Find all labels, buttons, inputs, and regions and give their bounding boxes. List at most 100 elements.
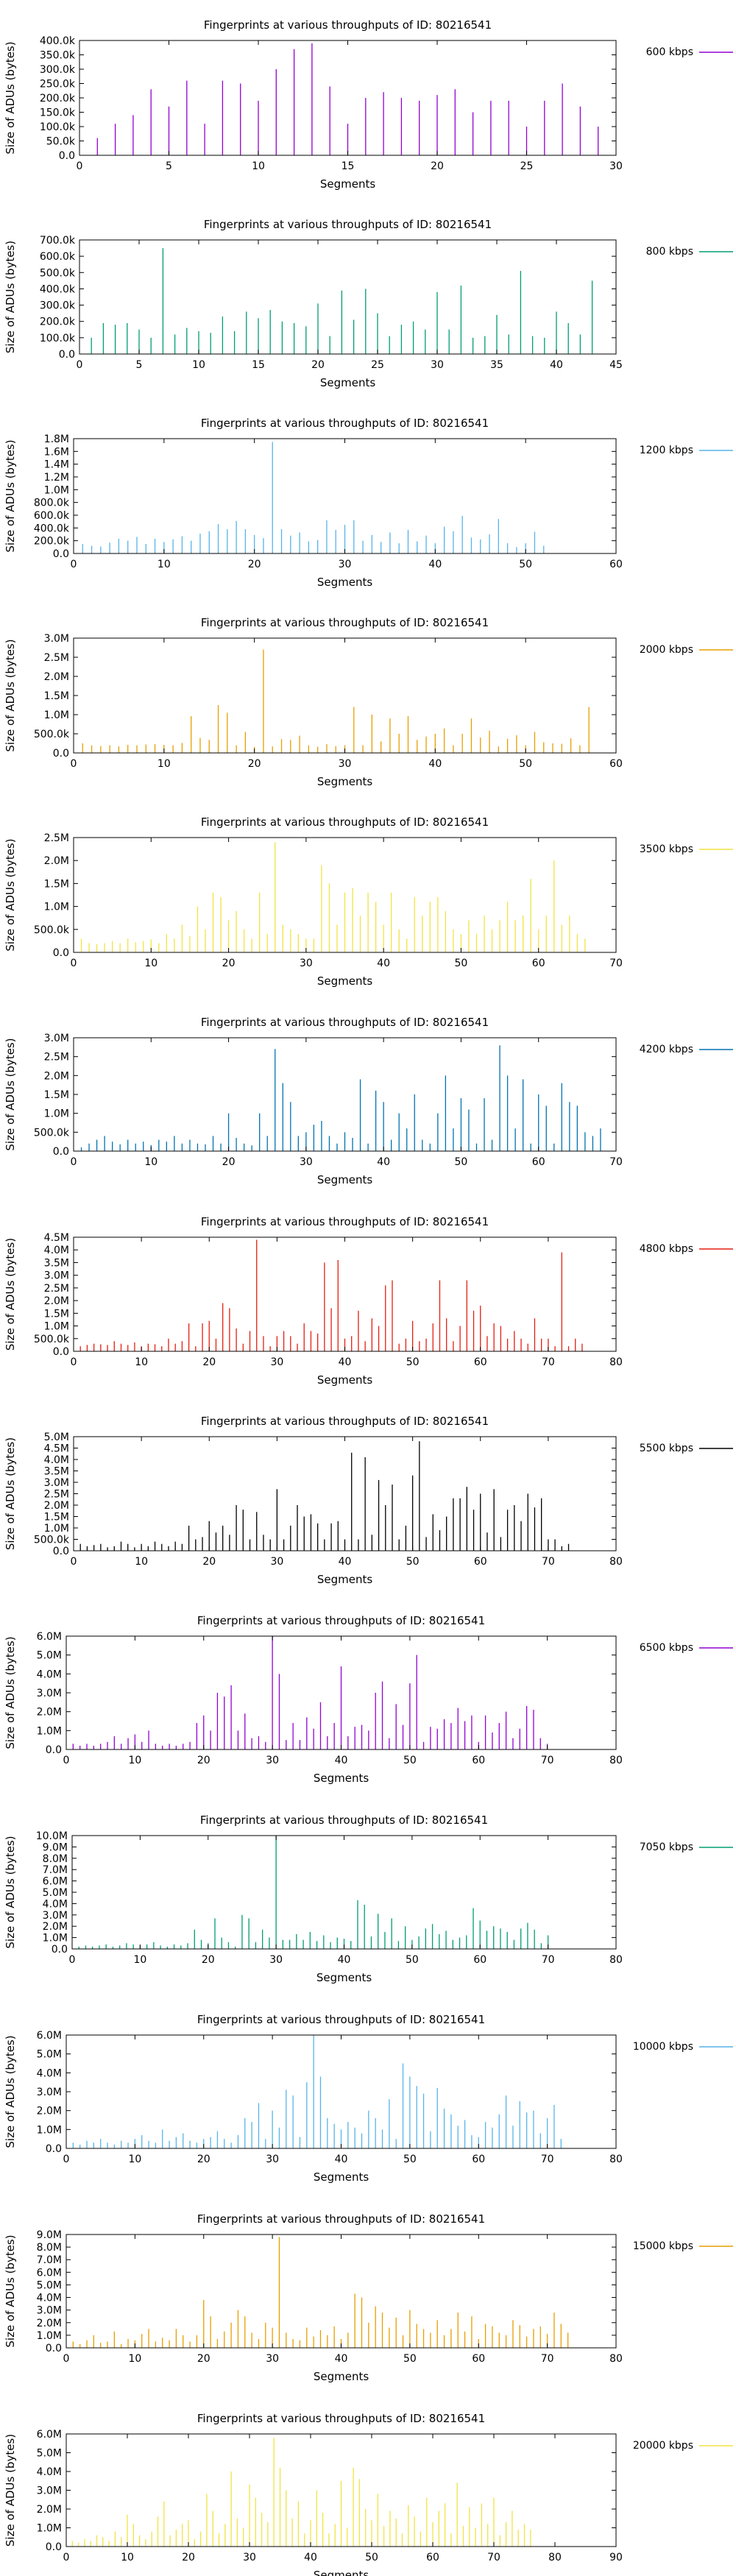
y-axis-label: Size of ADUs (bytes) <box>4 2035 17 2148</box>
y-tick-label: 1.0M <box>37 2523 62 2535</box>
x-tick-label: 40 <box>304 2552 317 2563</box>
y-tick-label: 1.0M <box>44 1523 69 1535</box>
chart-panel: Fingerprints at various throughputs of I… <box>4 2412 733 2576</box>
x-tick-label: 20 <box>202 1356 216 1368</box>
chart-panel: Fingerprints at various throughputs of I… <box>4 2013 733 2184</box>
x-axis-label: Segments <box>317 576 373 589</box>
x-tick-label: 50 <box>365 2552 378 2563</box>
bar-series <box>80 1045 601 1151</box>
y-tick-label: 2.5M <box>44 1052 69 1064</box>
legend: 800 kbps <box>646 246 733 258</box>
x-tick-label: 20 <box>197 1755 210 1766</box>
y-axis-label: Size of ADUs (bytes) <box>4 41 17 154</box>
y-axis-label: Size of ADUs (bytes) <box>4 838 17 951</box>
x-tick-label: 10 <box>192 359 205 371</box>
bar-series <box>82 649 590 753</box>
y-tick-label: 2.5M <box>44 652 69 664</box>
x-tick-label: 10 <box>252 160 265 172</box>
y-tick-label: 4.5M <box>44 1443 69 1455</box>
y-tick-label: 0.0 <box>53 748 69 760</box>
y-axis-label: Size of ADUs (bytes) <box>4 2434 17 2547</box>
legend-label: 6500 kbps <box>640 1642 693 1654</box>
x-tick-label: 30 <box>266 1755 279 1766</box>
y-tick-label: 6.0M <box>37 2030 62 2042</box>
y-tick-label: 1.2M <box>44 472 69 484</box>
y-tick-label: 7.0M <box>37 2254 62 2266</box>
y-tick-label: 1.5M <box>44 878 69 890</box>
y-tick-label: 50.0k <box>46 136 76 148</box>
x-tick-label: 30 <box>266 2353 279 2365</box>
x-tick-label: 40 <box>377 1156 390 1168</box>
y-tick-label: 4.0M <box>37 2293 62 2304</box>
legend-label: 7050 kbps <box>640 1841 693 1853</box>
chart-panel: Fingerprints at various throughputs of I… <box>4 1215 733 1387</box>
x-tick-label: 60 <box>474 1356 487 1368</box>
y-tick-label: 9.0M <box>43 1841 68 1853</box>
y-tick-label: 5.0M <box>43 1887 68 1899</box>
y-tick-label: 400.0k <box>40 283 76 295</box>
x-tick-label: 70 <box>609 958 623 969</box>
x-tick-label: 15 <box>342 160 355 172</box>
y-tick-label: 300.0k <box>40 300 76 312</box>
x-tick-label: 80 <box>609 1954 623 1966</box>
y-tick-label: 4.0M <box>37 2466 62 2478</box>
x-tick-label: 30 <box>269 1954 283 1966</box>
x-tick-label: 20 <box>222 958 236 969</box>
x-tick-label: 0 <box>71 1356 77 1368</box>
y-tick-label: 0.0 <box>59 349 75 361</box>
x-tick-label: 80 <box>609 1356 623 1368</box>
y-tick-label: 1.5M <box>44 1089 69 1101</box>
y-tick-label: 2.5M <box>44 832 69 844</box>
chart-title: Fingerprints at various throughputs of I… <box>201 417 489 430</box>
chart-panel: Fingerprints at various throughputs of I… <box>4 1016 733 1186</box>
legend-label: 4200 kbps <box>640 1044 693 1055</box>
x-tick-label: 10 <box>158 758 171 770</box>
y-axis-label: Size of ADUs (bytes) <box>4 1636 17 1749</box>
y-tick-label: 500.0k <box>34 1334 70 1345</box>
x-tick-label: 30 <box>300 958 313 969</box>
y-tick-label: 1.0M <box>37 1725 62 1737</box>
x-tick-label: 40 <box>338 1954 351 1966</box>
x-tick-label: 0 <box>77 359 83 371</box>
x-tick-label: 70 <box>542 1356 555 1368</box>
x-tick-label: 60 <box>474 1556 487 1568</box>
y-axis-label: Size of ADUs (bytes) <box>4 639 17 751</box>
y-tick-label: 500.0k <box>34 729 70 740</box>
y-tick-label: 1.5M <box>44 1512 69 1524</box>
legend: 4200 kbps <box>640 1044 733 1055</box>
y-tick-label: 0.0 <box>52 1944 68 1956</box>
x-tick-label: 40 <box>335 1755 348 1766</box>
x-tick-label: 50 <box>455 958 468 969</box>
y-tick-label: 600.0k <box>40 251 76 263</box>
y-tick-label: 3.0M <box>37 2087 62 2098</box>
legend-label: 10000 kbps <box>633 2041 693 2053</box>
y-tick-label: 2.0M <box>37 1707 62 1719</box>
chart-panel: Fingerprints at various throughputs of I… <box>4 417 733 589</box>
y-tick-label: 100.0k <box>40 121 76 133</box>
x-tick-label: 30 <box>339 758 352 770</box>
x-tick-label: 20 <box>182 2552 195 2563</box>
x-tick-label: 0 <box>71 758 77 770</box>
chart-title: Fingerprints at various throughputs of I… <box>201 1215 489 1228</box>
y-axis-label: Size of ADUs (bytes) <box>4 1836 17 1948</box>
x-tick-label: 50 <box>455 1156 468 1168</box>
x-axis-label: Segments <box>314 2370 369 2383</box>
bar-series <box>91 248 593 354</box>
x-tick-label: 70 <box>541 2154 554 2165</box>
y-tick-label: 2.0M <box>37 2504 62 2516</box>
x-tick-label: 0 <box>71 559 77 570</box>
y-tick-label: 500.0k <box>34 1127 70 1139</box>
x-tick-label: 80 <box>609 2154 623 2165</box>
y-tick-label: 4.0M <box>37 2067 62 2079</box>
y-tick-label: 350.0k <box>40 50 76 62</box>
x-axis-label: Segments <box>314 1772 369 1785</box>
legend: 10000 kbps <box>633 2041 733 2053</box>
legend: 15000 kbps <box>633 2240 733 2252</box>
legend: 2000 kbps <box>640 644 733 656</box>
y-tick-label: 3.0M <box>37 1688 62 1699</box>
y-tick-label: 5.0M <box>37 1650 62 1662</box>
y-tick-label: 100.0k <box>40 333 76 344</box>
x-tick-label: 40 <box>339 1556 352 1568</box>
x-tick-label: 50 <box>519 758 532 770</box>
y-axis-label: Size of ADUs (bytes) <box>4 1038 17 1150</box>
